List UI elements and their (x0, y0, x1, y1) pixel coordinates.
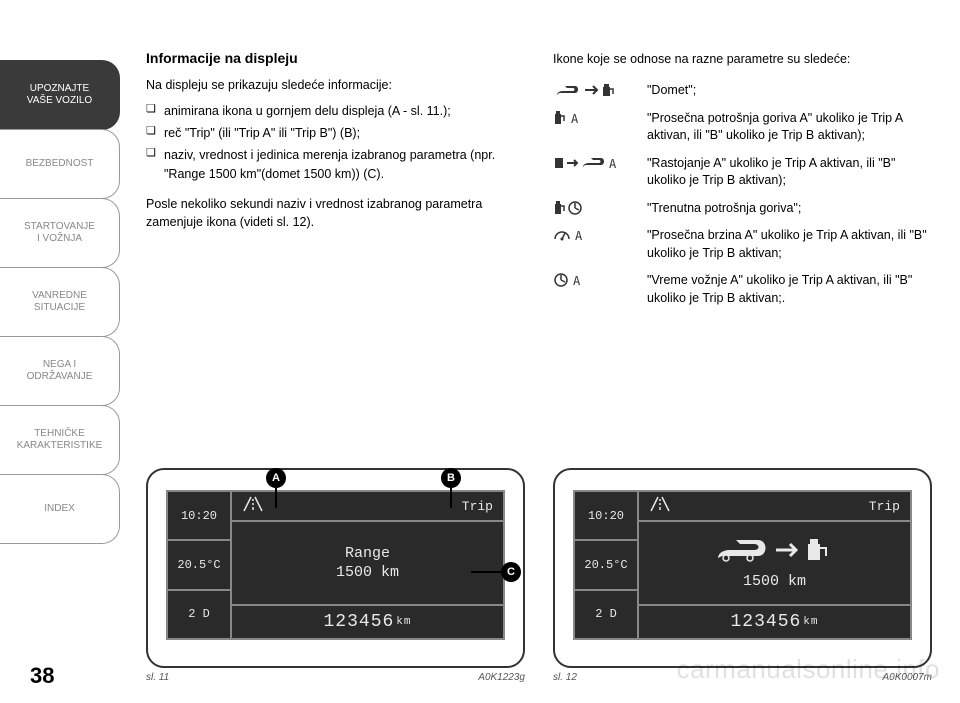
instant-consumption-icon (553, 200, 633, 218)
lcd-temp: 20.5°C (575, 541, 637, 590)
icon-row-avg-consumption: A "Prosečna potrošnja goriva A" ukoliko … (553, 110, 932, 145)
tab-label: UPOZNAJTEVAŠE VOZILO (27, 83, 92, 108)
left-column: Informacije na displeju Na displeju se p… (146, 50, 525, 683)
lcd-mid: Range 1500 km (232, 522, 503, 604)
icon-row-avg-speed: A "Prosečna brzina A" ukoliko je Trip A … (553, 227, 932, 262)
icon-row-trip-time: A "Vreme vožnje A" ukoliko je Trip A akt… (553, 272, 932, 307)
callout-a: A (266, 468, 286, 488)
callout-c: C (501, 562, 521, 582)
lcd-gear: 2 D (575, 591, 637, 638)
tab-upoznajte[interactable]: UPOZNAJTEVAŠE VOZILO (0, 60, 120, 130)
fig-caption: sl. 11 A0K1223g (146, 672, 525, 683)
tab-vanredne[interactable]: VANREDNESITUACIJE (0, 267, 120, 337)
icon-list: "Domet"; A "Prosečna potrošnja goriva A"… (553, 82, 932, 317)
lcd-range-value: 1500 km (743, 573, 806, 590)
lcd-range-value: 1500 km (336, 564, 399, 581)
intro-text: Na displeju se prikazuju sledeće informa… (146, 76, 525, 94)
icon-text: "Rastojanje A" ukoliko je Trip A aktivan… (647, 155, 932, 190)
figure-12: 10:20 20.5°C 2 D Trip (553, 468, 932, 683)
lcd-mid: 1500 km (639, 522, 910, 604)
tab-nega[interactable]: NEGA IODRŽAVANJE (0, 336, 120, 406)
callout-line (275, 488, 277, 508)
lcd-range-label: Range (345, 545, 390, 562)
icon-row-distance: A "Rastojanje A" ukoliko je Trip A aktiv… (553, 155, 932, 190)
lcd-temp: 20.5°C (168, 541, 230, 590)
icon-text: "Prosečna potrošnja goriva A" ukoliko je… (647, 110, 932, 145)
lcd-left-panel: 10:20 20.5°C 2 D (575, 492, 639, 638)
lcd-odo-unit: km (396, 616, 411, 628)
road-icon (242, 496, 264, 516)
trip-time-icon: A (553, 272, 633, 307)
lcd-top-bar: Trip (232, 492, 503, 522)
lcd-trip-label: Trip (869, 499, 900, 514)
avg-speed-icon: A (553, 227, 633, 262)
sidebar: UPOZNAJTEVAŠE VOZILO BEZBEDNOST STARTOVA… (0, 0, 120, 703)
lcd-odo-unit: km (803, 616, 818, 628)
right-column: Ikone koje se odnose na razne parametre … (553, 50, 932, 683)
tab-startovanje[interactable]: STARTOVANJEI VOŽNJA (0, 198, 120, 268)
road-icon (649, 496, 671, 516)
callout-b: B (441, 468, 461, 488)
lcd-odometer: 123456km (639, 604, 910, 638)
lcd-left-panel: 10:20 20.5°C 2 D (168, 492, 232, 638)
avg-consumption-icon: A (553, 110, 633, 145)
icon-text: "Vreme vožnje A" ukoliko je Trip A aktiv… (647, 272, 932, 307)
icon-text: "Prosečna brzina A" ukoliko je Trip A ak… (647, 227, 932, 262)
icon-row-range: "Domet"; (553, 82, 932, 100)
icon-row-instant-consumption: "Trenutna potrošnja goriva"; (553, 200, 932, 218)
fig-label: sl. 11 (146, 672, 169, 683)
heading: Informacije na displeju (146, 50, 525, 66)
fig-label: sl. 12 (553, 672, 577, 683)
figure-11: A B C 10:20 20.5°C 2 D (146, 468, 525, 683)
tab-index[interactable]: INDEX (0, 474, 120, 544)
lcd-gear: 2 D (168, 591, 230, 638)
svg-text:A: A (575, 229, 583, 243)
lcd-time: 10:20 (168, 492, 230, 541)
lcd-odo-value: 123456 (730, 612, 801, 632)
right-intro: Ikone koje se odnose na razne parametre … (553, 50, 932, 68)
display-frame: 10:20 20.5°C 2 D Trip (553, 468, 932, 668)
range-icon (553, 82, 633, 100)
svg-text:A: A (571, 112, 579, 126)
content: Informacije na displeju Na displeju se p… (120, 0, 960, 703)
tab-label: INDEX (44, 503, 75, 516)
tab-label: VANREDNESITUACIJE (32, 290, 87, 315)
tab-tehnicke[interactable]: TEHNIČKEKARAKTERISTIKE (0, 405, 120, 475)
page-number: 38 (30, 663, 54, 689)
fig-code: A0K1223g (478, 672, 525, 683)
icon-text: "Trenutna potrošnja goriva"; (647, 200, 932, 218)
tab-label: NEGA IODRŽAVANJE (27, 359, 93, 384)
lcd-screen: 10:20 20.5°C 2 D Trip (573, 490, 912, 640)
bullet-item: reč "Trip" (ili "Trip A" ili "Trip B") (… (146, 124, 525, 142)
svg-text:A: A (609, 157, 617, 171)
callout-line (471, 571, 501, 573)
lcd-odo-value: 123456 (323, 612, 394, 632)
tab-label: TEHNIČKEKARAKTERISTIKE (17, 428, 103, 453)
lcd-trip-label: Trip (462, 499, 493, 514)
distance-icon: A (553, 155, 633, 190)
lcd-screen: 10:20 20.5°C 2 D Trip Range 150 (166, 490, 505, 640)
car-to-pump-icon (710, 536, 840, 571)
tab-bezbednost[interactable]: BEZBEDNOST (0, 129, 120, 199)
bullet-item: animirana ikona u gornjem delu displeja … (146, 102, 525, 120)
lcd-odometer: 123456km (232, 604, 503, 638)
tab-label: BEZBEDNOST (26, 158, 94, 171)
callout-line (450, 488, 452, 508)
svg-text:A: A (573, 274, 581, 288)
tab-label: STARTOVANJEI VOŽNJA (24, 221, 95, 246)
watermark: carmanualsonline.info (677, 654, 940, 685)
outro-text: Posle nekoliko sekundi naziv i vrednost … (146, 195, 525, 231)
lcd-time: 10:20 (575, 492, 637, 541)
bullet-item: naziv, vrednost i jedinica merenja izabr… (146, 146, 525, 182)
lcd-top-bar: Trip (639, 492, 910, 522)
icon-text: "Domet"; (647, 82, 932, 100)
display-frame: A B C 10:20 20.5°C 2 D (146, 468, 525, 668)
